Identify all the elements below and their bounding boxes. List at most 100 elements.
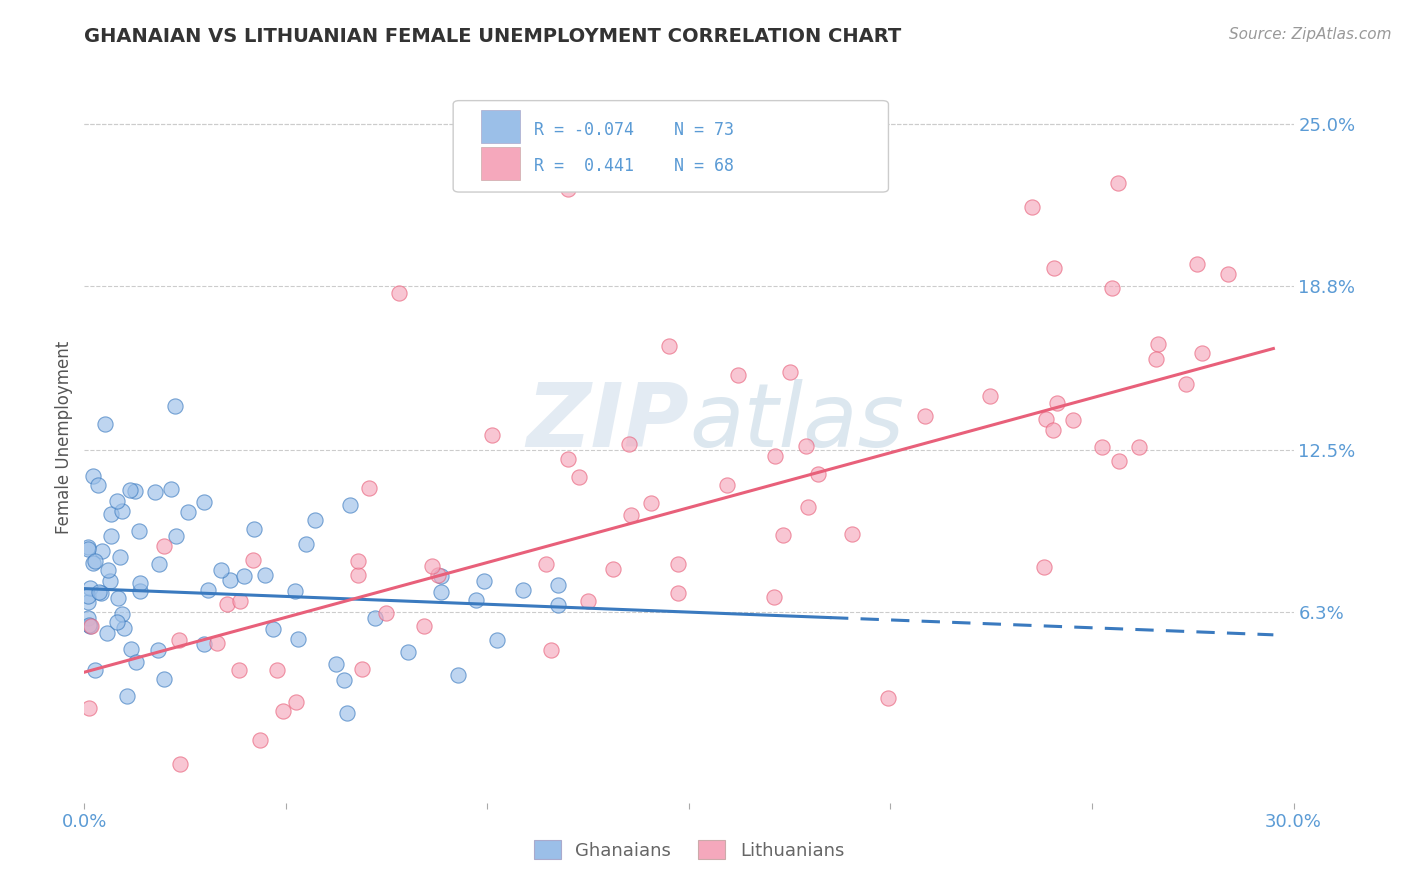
Point: [249, 732, 271, 747]
Bar: [481, 146, 520, 179]
Point: [979, 389, 1001, 403]
Point: [1033, 560, 1056, 574]
Y-axis label: Female Unemployment: Female Unemployment: [55, 341, 73, 533]
Point: [304, 513, 326, 527]
Point: [364, 611, 387, 625]
Point: [619, 437, 641, 451]
Point: [1101, 281, 1123, 295]
Point: [347, 568, 370, 582]
Bar: [481, 110, 520, 143]
Point: [77, 595, 100, 609]
Point: [96, 626, 118, 640]
Point: [716, 477, 738, 491]
Point: [115, 689, 138, 703]
Point: [110, 550, 132, 565]
Point: [1107, 176, 1129, 190]
Point: [77, 590, 100, 604]
Point: [143, 484, 166, 499]
Point: [547, 577, 569, 591]
Point: [350, 662, 373, 676]
Point: [90, 543, 112, 558]
Point: [111, 503, 134, 517]
Point: [727, 368, 749, 383]
Point: [79, 581, 101, 595]
Point: [105, 615, 128, 629]
Point: [165, 529, 187, 543]
Text: Source: ZipAtlas.com: Source: ZipAtlas.com: [1229, 27, 1392, 42]
Point: [666, 558, 689, 572]
Point: [128, 524, 150, 539]
Point: [1090, 440, 1112, 454]
Point: [1045, 396, 1067, 410]
Point: [557, 182, 579, 196]
Point: [481, 428, 503, 442]
Point: [228, 594, 250, 608]
Point: [412, 619, 434, 633]
Point: [472, 574, 495, 588]
Point: [105, 493, 128, 508]
Point: [346, 554, 368, 568]
Point: [193, 495, 215, 509]
Point: [77, 541, 100, 556]
Point: [1146, 337, 1168, 351]
Point: [1042, 260, 1064, 275]
Point: [82, 469, 104, 483]
Point: [1216, 267, 1239, 281]
Point: [266, 663, 288, 677]
Point: [205, 635, 228, 649]
Point: [100, 529, 122, 543]
Point: [77, 700, 100, 714]
Point: [77, 618, 100, 632]
Point: [772, 528, 794, 542]
Point: [430, 569, 453, 583]
Point: [763, 449, 786, 463]
Point: [242, 553, 264, 567]
Point: [177, 505, 200, 519]
Point: [163, 399, 186, 413]
Point: [193, 637, 215, 651]
Point: [111, 607, 134, 621]
Point: [325, 657, 347, 671]
Point: [1021, 200, 1043, 214]
Point: [87, 584, 110, 599]
Point: [153, 540, 176, 554]
Point: [540, 642, 562, 657]
Point: [159, 482, 181, 496]
Point: [219, 573, 242, 587]
Point: [94, 417, 117, 431]
Point: [284, 584, 307, 599]
Point: [333, 673, 356, 687]
Point: [84, 554, 107, 568]
Point: [153, 672, 176, 686]
Text: ZIP: ZIP: [526, 379, 689, 466]
Point: [129, 576, 152, 591]
Point: [169, 756, 191, 771]
Point: [217, 598, 239, 612]
Point: [666, 586, 689, 600]
Point: [486, 632, 509, 647]
Point: [876, 691, 898, 706]
Point: [254, 568, 277, 582]
Point: [388, 286, 411, 301]
Point: [118, 483, 141, 497]
Point: [1144, 352, 1167, 367]
Point: [547, 598, 569, 612]
Point: [1042, 424, 1064, 438]
Point: [209, 563, 232, 577]
Point: [396, 645, 419, 659]
Point: [420, 559, 443, 574]
Point: [90, 586, 112, 600]
Point: [228, 663, 250, 677]
Point: [1185, 257, 1208, 271]
Point: [120, 641, 142, 656]
Point: [77, 540, 100, 554]
Point: [82, 557, 104, 571]
Point: [77, 611, 100, 625]
Point: [797, 500, 820, 514]
Point: [97, 563, 120, 577]
Point: [1191, 345, 1213, 359]
Point: [271, 705, 294, 719]
Point: [100, 507, 122, 521]
Point: [914, 409, 936, 423]
Point: [762, 590, 785, 604]
